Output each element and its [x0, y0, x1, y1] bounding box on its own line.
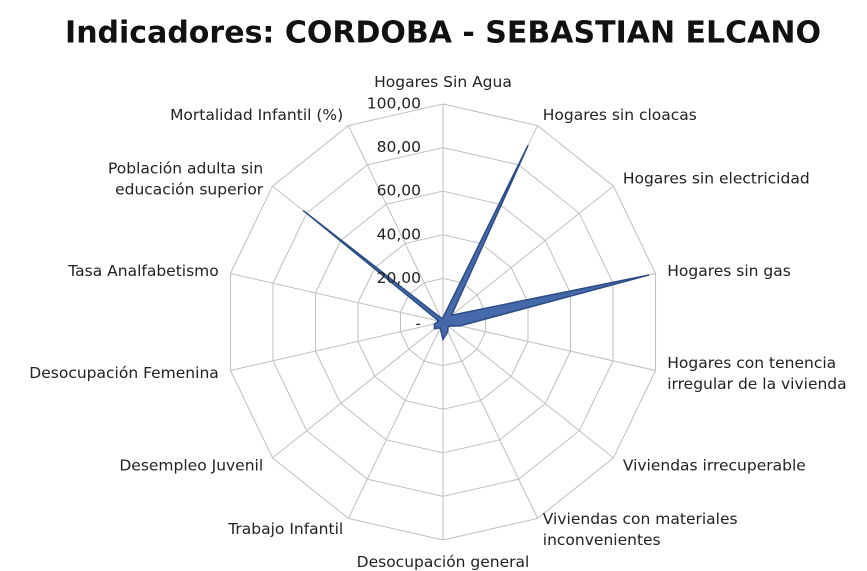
r-tick-label: -: [415, 315, 421, 333]
category-label: Viviendas irrecuperable: [623, 456, 806, 474]
r-tick-label: 100,00: [367, 95, 421, 113]
spoke: [442, 321, 539, 519]
r-tick-label: 40,00: [377, 225, 421, 243]
category-label: Desempleo Juvenil: [119, 456, 263, 474]
category-label: Hogares sin electricidad: [623, 169, 810, 187]
radar-area: [302, 144, 650, 342]
r-tick-label: 60,00: [377, 182, 421, 200]
category-label: Desocupación general: [357, 553, 530, 571]
category-label: Hogares sin gas: [667, 261, 791, 279]
r-tick-label: 80,00: [377, 138, 421, 156]
category-label: Hogares Sin Agua: [374, 73, 512, 91]
chart-title: Indicadores: CORDOBA - SEBASTIAN ELCANO: [65, 16, 821, 51]
category-label: Hogares con tenencia irregular de la vivi…: [667, 354, 846, 393]
r-tick-label: 20,00: [377, 269, 421, 287]
spoke: [230, 321, 444, 371]
category-label: Población adulta sin educación superior: [108, 159, 264, 198]
spoke: [347, 125, 444, 323]
spoke: [442, 185, 614, 323]
spoke: [442, 321, 614, 459]
category-label: Desocupación Femenina: [29, 364, 218, 382]
spoke: [272, 321, 444, 459]
category-label: Trabajo Infantil: [227, 520, 343, 538]
category-label: Tasa Analfabetismo: [67, 261, 219, 279]
category-label: Viviendas con materiales inconvenientes: [543, 510, 738, 549]
spoke: [347, 321, 444, 519]
category-label: Mortalidad Infantil (%): [170, 105, 343, 123]
category-label: Hogares sin cloacas: [543, 105, 697, 123]
spoke: [442, 321, 656, 371]
spoke: [230, 273, 444, 323]
